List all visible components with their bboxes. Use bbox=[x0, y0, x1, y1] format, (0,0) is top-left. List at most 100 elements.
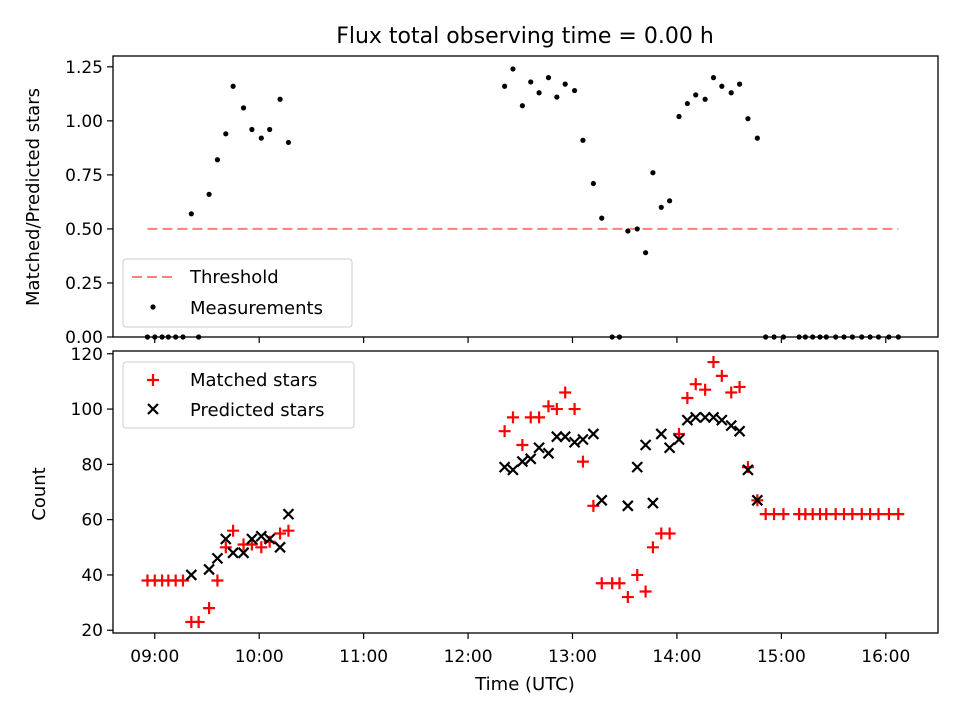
measurement-point bbox=[642, 250, 649, 256]
measurement-point bbox=[562, 81, 568, 87]
predicted-star-point bbox=[699, 411, 711, 424]
predicted-star-point bbox=[227, 547, 239, 559]
bottom-y-tick-label: 20 bbox=[81, 621, 103, 641]
matched-star-point bbox=[192, 615, 205, 628]
predicted-star-point bbox=[716, 414, 728, 426]
matched-star-point bbox=[203, 602, 216, 615]
measurement-point bbox=[745, 116, 751, 122]
chart-title: Flux total observing time = 0.00 h bbox=[336, 24, 714, 49]
x-axis-label: Time (UTC) bbox=[474, 674, 575, 695]
top-x-ticks bbox=[154, 337, 887, 343]
predicted-star-point bbox=[647, 497, 659, 509]
bottom-x-tick-label: 13:00 bbox=[548, 647, 597, 667]
measurement-point bbox=[545, 75, 552, 81]
bottom-x-tick-label: 09:00 bbox=[130, 647, 179, 667]
bottom-y-tick-label: 100 bbox=[71, 400, 103, 420]
predicted-star-point bbox=[577, 433, 589, 446]
predicted-star-point bbox=[282, 508, 295, 520]
top-y-tick-label: 0.50 bbox=[65, 220, 103, 240]
measurement-point bbox=[625, 228, 631, 234]
measurement-point bbox=[277, 96, 283, 102]
measurement-point bbox=[719, 83, 725, 89]
predicted-star-point bbox=[689, 411, 702, 424]
predicted-star-point bbox=[595, 494, 608, 507]
predicted-star-point bbox=[622, 500, 634, 512]
predicted-star-point bbox=[255, 530, 268, 543]
predicted-star-point bbox=[551, 430, 563, 443]
matched-star-point bbox=[892, 508, 905, 521]
legend-measurements-label: Measurements bbox=[190, 298, 323, 319]
bottom-y-tick-label: 40 bbox=[81, 566, 103, 586]
predicted-star-point bbox=[639, 439, 652, 451]
matched-star-point bbox=[516, 439, 529, 451]
bottom-marks bbox=[141, 356, 905, 628]
measurement-point bbox=[188, 211, 194, 217]
bottom-panel: 20 40 60 80 100 120 09:00 10:00 11:00 12:00 13:00… bbox=[29, 345, 939, 695]
predicted-star-point bbox=[587, 428, 600, 440]
measurement-point bbox=[249, 126, 255, 133]
matched-star-point bbox=[621, 591, 634, 604]
matched-star-point bbox=[689, 378, 702, 391]
matched-star-point bbox=[498, 425, 511, 438]
matched-star-point bbox=[872, 508, 885, 521]
bottom-x-ticks: 09:00 10:00 11:00 12:00 13:00 14:00 15:00 16:00 bbox=[130, 633, 910, 667]
predicted-star-point bbox=[707, 411, 720, 424]
matched-star-point bbox=[613, 577, 626, 590]
top-y-tick-label: 0.25 bbox=[65, 274, 103, 294]
matched-star-point bbox=[707, 356, 720, 369]
bottom-legend-box bbox=[122, 361, 355, 429]
predicted-stars-series bbox=[185, 411, 764, 581]
predicted-star-point bbox=[498, 461, 511, 473]
measurement-point bbox=[754, 135, 760, 141]
bottom-x-tick-label: 16:00 bbox=[861, 647, 910, 667]
matched-star-point bbox=[576, 455, 589, 468]
predicted-star-point bbox=[533, 441, 545, 454]
measurement-point bbox=[571, 87, 578, 94]
legend-threshold-label: Threshold bbox=[189, 267, 279, 288]
matched-star-point bbox=[725, 386, 738, 399]
predicted-star-point bbox=[733, 425, 746, 437]
matched-star-point bbox=[777, 508, 790, 521]
bottom-y-ticks: 20 40 60 80 100 120 bbox=[71, 345, 113, 641]
measurement-point bbox=[519, 103, 525, 109]
measurement-point bbox=[710, 75, 717, 81]
measurement-point bbox=[693, 92, 699, 98]
legend-predicted-label: Predicted stars bbox=[190, 400, 324, 421]
bottom-x-tick-label: 10:00 bbox=[235, 647, 284, 667]
predicted-star-point bbox=[524, 453, 537, 465]
measurement-point bbox=[536, 90, 542, 96]
top-y-tick-label: 1.00 bbox=[65, 112, 103, 132]
matched-star-point bbox=[506, 411, 519, 424]
top-panel: 0.00 0.25 0.50 0.75 1.00 1.25 Matched/Predict… bbox=[23, 55, 939, 348]
legend-measurements-swatch bbox=[150, 304, 156, 310]
bottom-x-tick-label: 14:00 bbox=[652, 647, 701, 667]
matched-star-point bbox=[733, 380, 746, 393]
matched-star-point bbox=[550, 403, 563, 416]
bottom-legend: Matched stars Predicted stars bbox=[122, 361, 355, 429]
measurement-point bbox=[528, 79, 534, 85]
bottom-plot-frame bbox=[112, 350, 939, 634]
measurement-point bbox=[230, 83, 236, 89]
measurement-point bbox=[554, 94, 560, 100]
predicted-star-point bbox=[237, 547, 250, 559]
top-y-ticks: 0.00 0.25 0.50 0.75 1.00 1.25 bbox=[65, 58, 113, 348]
predicted-star-point bbox=[185, 569, 198, 581]
predicted-star-point bbox=[516, 455, 529, 468]
predicted-star-point bbox=[542, 447, 555, 460]
predicted-star-point bbox=[631, 461, 644, 473]
predicted-star-point bbox=[568, 436, 581, 449]
predicted-star-point bbox=[681, 414, 694, 426]
matched-star-point bbox=[274, 527, 287, 540]
measurement-point bbox=[702, 96, 708, 102]
matched-star-point bbox=[663, 527, 676, 540]
predicted-star-point bbox=[742, 464, 754, 476]
bottom-y-tick-label: 60 bbox=[81, 511, 103, 531]
top-y-tick-label: 0.00 bbox=[65, 328, 103, 348]
matched-star-point bbox=[211, 574, 224, 587]
matched-star-point bbox=[559, 386, 572, 399]
measurement-point bbox=[736, 81, 743, 87]
matched-star-point bbox=[699, 383, 712, 396]
measurement-point bbox=[658, 204, 664, 210]
measurement-point bbox=[267, 126, 273, 133]
